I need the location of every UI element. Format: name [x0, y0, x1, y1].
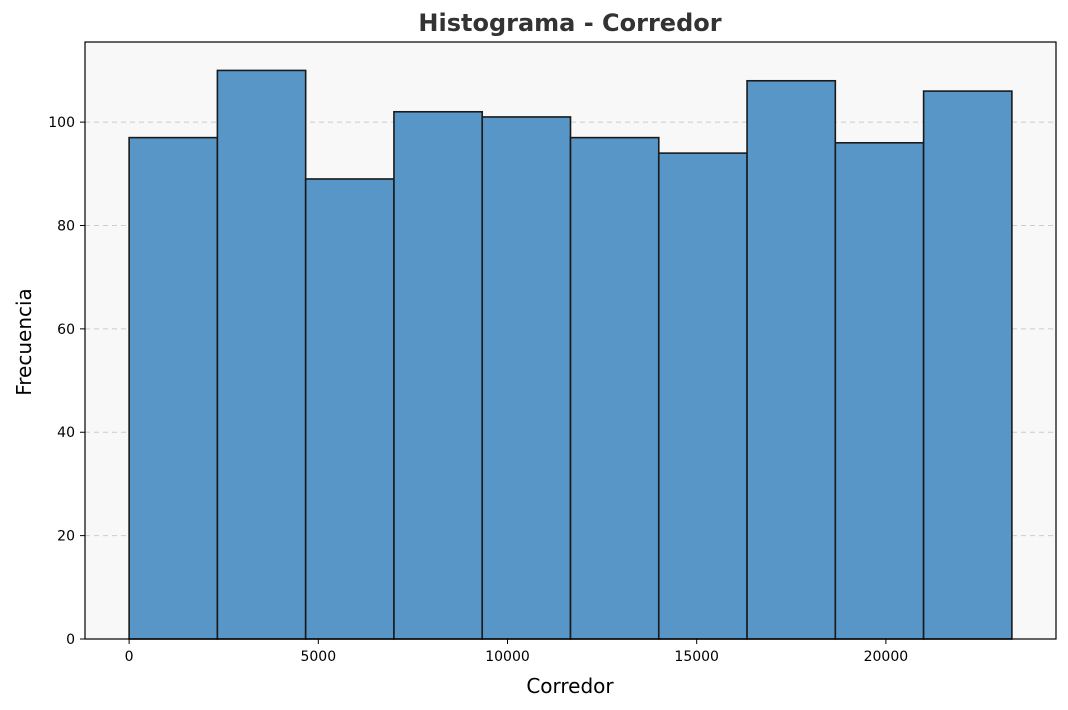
histogram-bar — [216, 69, 307, 640]
histogram-bar — [922, 90, 1013, 640]
y-tick-label: 80 — [57, 218, 75, 234]
histogram-bar — [481, 116, 572, 640]
y-tick-label: 0 — [66, 632, 75, 648]
bars — [128, 69, 1013, 640]
y-tick-label: 60 — [57, 322, 75, 338]
x-tick-label: 10000 — [485, 649, 530, 665]
x-tick-label: 0 — [125, 649, 134, 665]
histogram-bar — [304, 178, 395, 640]
histogram-bar — [393, 110, 484, 640]
histogram-bar — [128, 136, 219, 640]
plot-frame — [84, 41, 1057, 640]
y-tick-label: 100 — [48, 115, 75, 131]
x-tick-label: 20000 — [864, 649, 909, 665]
x-axis-label: Corredor — [526, 674, 614, 698]
chart-title: Histograma - Corredor — [418, 9, 721, 37]
y-tick-label: 20 — [57, 529, 75, 545]
histogram-bar — [834, 141, 925, 640]
histogram-bar — [746, 79, 837, 640]
x-tick-label: 15000 — [674, 649, 719, 665]
y-axis-label: Frecuencia — [12, 288, 36, 396]
x-tick-label: 5000 — [300, 649, 336, 665]
histogram-bar — [569, 136, 660, 640]
histogram-bar — [657, 152, 748, 640]
y-axis-ticks: 0 20 40 60 80 100 — [48, 115, 85, 648]
x-axis-ticks: 0 5000 10000 15000 20000 — [125, 639, 908, 665]
y-tick-label: 40 — [57, 425, 75, 441]
